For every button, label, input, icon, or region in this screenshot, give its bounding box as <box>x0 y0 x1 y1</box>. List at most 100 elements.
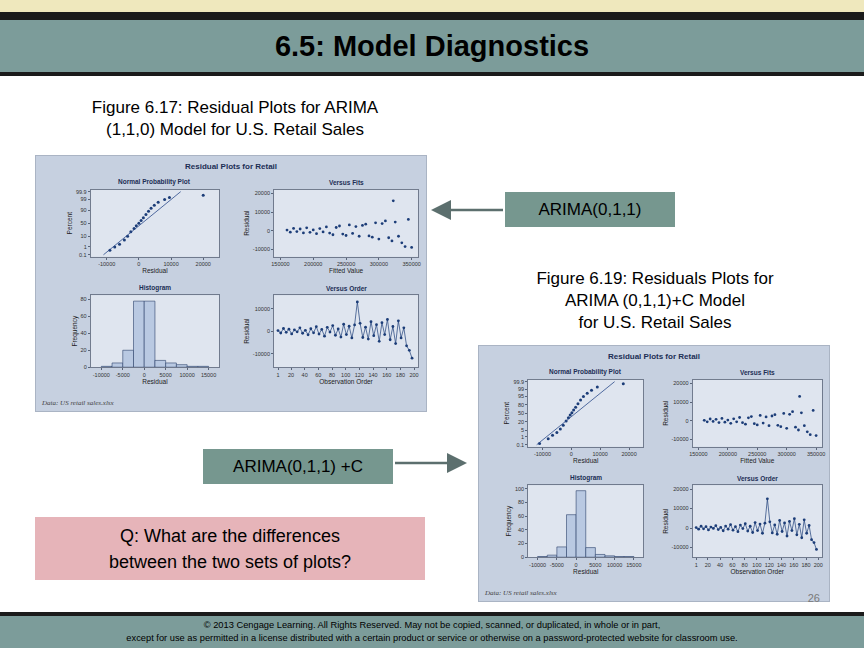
svg-text:160: 160 <box>789 562 798 568</box>
svg-text:80: 80 <box>518 499 524 505</box>
svg-text:250000: 250000 <box>337 261 355 267</box>
svg-text:10000: 10000 <box>179 372 194 378</box>
svg-text:Percent: Percent <box>66 212 73 235</box>
svg-text:Residual: Residual <box>243 318 250 344</box>
svg-text:-10000: -10000 <box>253 246 270 252</box>
svg-text:60: 60 <box>81 313 87 319</box>
svg-text:Residual: Residual <box>142 378 168 385</box>
svg-text:Versus Fits: Versus Fits <box>329 179 364 186</box>
svg-text:1: 1 <box>695 562 698 568</box>
svg-text:180: 180 <box>801 562 810 568</box>
svg-text:10000: 10000 <box>607 562 622 568</box>
svg-text:40: 40 <box>717 562 723 568</box>
svg-text:50: 50 <box>81 220 87 226</box>
svg-text:80: 80 <box>81 296 87 302</box>
svg-text:5: 5 <box>521 427 524 433</box>
svg-text:Frequency: Frequency <box>71 315 79 346</box>
svg-text:150000: 150000 <box>271 261 289 267</box>
svg-text:Fitted Value: Fitted Value <box>740 457 775 464</box>
svg-text:0: 0 <box>84 364 87 370</box>
svg-text:80: 80 <box>742 562 748 568</box>
svg-text:Residual: Residual <box>243 210 250 236</box>
svg-text:0: 0 <box>575 562 578 568</box>
svg-text:Fitted Value: Fitted Value <box>329 267 364 274</box>
svg-text:20: 20 <box>518 419 524 425</box>
svg-text:300000: 300000 <box>370 261 388 267</box>
svg-text:0: 0 <box>267 228 270 234</box>
svg-text:Versus Order: Versus Order <box>737 475 778 482</box>
svg-text:0: 0 <box>570 451 573 457</box>
svg-text:10000: 10000 <box>255 306 270 312</box>
svg-text:99: 99 <box>81 196 87 202</box>
svg-text:10000: 10000 <box>163 261 178 267</box>
svg-text:10: 10 <box>81 233 87 239</box>
svg-text:20: 20 <box>288 372 294 378</box>
svg-text:180: 180 <box>396 372 405 378</box>
svg-text:Residual Plots for Retail: Residual Plots for Retail <box>608 352 700 361</box>
svg-text:160: 160 <box>382 372 391 378</box>
svg-text:15000: 15000 <box>626 562 641 568</box>
svg-text:0: 0 <box>143 372 146 378</box>
svg-text:0: 0 <box>521 554 524 560</box>
svg-text:95: 95 <box>518 393 524 399</box>
svg-text:99: 99 <box>518 386 524 392</box>
svg-text:100: 100 <box>515 486 524 492</box>
svg-text:0.1: 0.1 <box>79 252 87 258</box>
svg-text:120: 120 <box>355 372 364 378</box>
svg-text:140: 140 <box>368 372 377 378</box>
svg-text:200: 200 <box>814 562 823 568</box>
svg-text:150000: 150000 <box>689 451 707 457</box>
svg-text:200000: 200000 <box>304 261 322 267</box>
svg-text:-10000: -10000 <box>529 562 546 568</box>
svg-text:Observation Order: Observation Order <box>731 568 785 575</box>
svg-text:Percent: Percent <box>504 402 511 425</box>
svg-text:120: 120 <box>765 562 774 568</box>
svg-text:-10000: -10000 <box>98 261 115 267</box>
svg-text:0.1: 0.1 <box>516 442 524 448</box>
svg-text:20: 20 <box>81 347 87 353</box>
svg-text:5000: 5000 <box>160 372 172 378</box>
svg-text:40: 40 <box>81 330 87 336</box>
svg-text:20000: 20000 <box>673 486 688 492</box>
svg-text:60: 60 <box>315 372 321 378</box>
svg-text:5000: 5000 <box>589 562 601 568</box>
svg-text:140: 140 <box>777 562 786 568</box>
svg-text:Observation Order: Observation Order <box>319 378 373 385</box>
svg-text:-10000: -10000 <box>534 451 551 457</box>
svg-text:40: 40 <box>302 372 308 378</box>
svg-text:Residual: Residual <box>662 508 669 534</box>
svg-text:20000: 20000 <box>673 380 688 386</box>
svg-text:350000: 350000 <box>807 451 825 457</box>
svg-text:1: 1 <box>84 244 87 250</box>
svg-text:Residual: Residual <box>573 568 599 575</box>
svg-text:10000: 10000 <box>255 209 270 215</box>
svg-text:Residual: Residual <box>573 457 599 464</box>
svg-text:Histogram: Histogram <box>139 284 171 292</box>
svg-text:99.9: 99.9 <box>513 379 524 385</box>
svg-text:10000: 10000 <box>673 399 688 405</box>
svg-text:Normal Probability Plot: Normal Probability Plot <box>549 368 622 376</box>
svg-text:Versus Fits: Versus Fits <box>740 369 775 376</box>
svg-text:250000: 250000 <box>748 451 766 457</box>
svg-text:-10000: -10000 <box>253 351 270 357</box>
svg-text:Residual: Residual <box>662 400 669 426</box>
svg-text:20000: 20000 <box>196 261 211 267</box>
svg-text:40: 40 <box>518 527 524 533</box>
svg-text:Residual Plots for Retail: Residual Plots for Retail <box>185 162 277 171</box>
svg-text:200: 200 <box>410 372 419 378</box>
svg-text:-5000: -5000 <box>550 562 564 568</box>
svg-text:300000: 300000 <box>778 451 796 457</box>
svg-text:60: 60 <box>729 562 735 568</box>
svg-text:100: 100 <box>341 372 350 378</box>
svg-text:20: 20 <box>705 562 711 568</box>
svg-text:90: 90 <box>81 207 87 213</box>
svg-text:100: 100 <box>752 562 761 568</box>
svg-text:80: 80 <box>518 402 524 408</box>
svg-text:20: 20 <box>518 540 524 546</box>
svg-text:50: 50 <box>518 410 524 416</box>
svg-text:15000: 15000 <box>201 372 216 378</box>
svg-text:-5000: -5000 <box>116 372 130 378</box>
svg-text:Versus Order: Versus Order <box>326 285 367 292</box>
svg-text:-10000: -10000 <box>671 436 688 442</box>
svg-text:Residual: Residual <box>142 267 168 274</box>
